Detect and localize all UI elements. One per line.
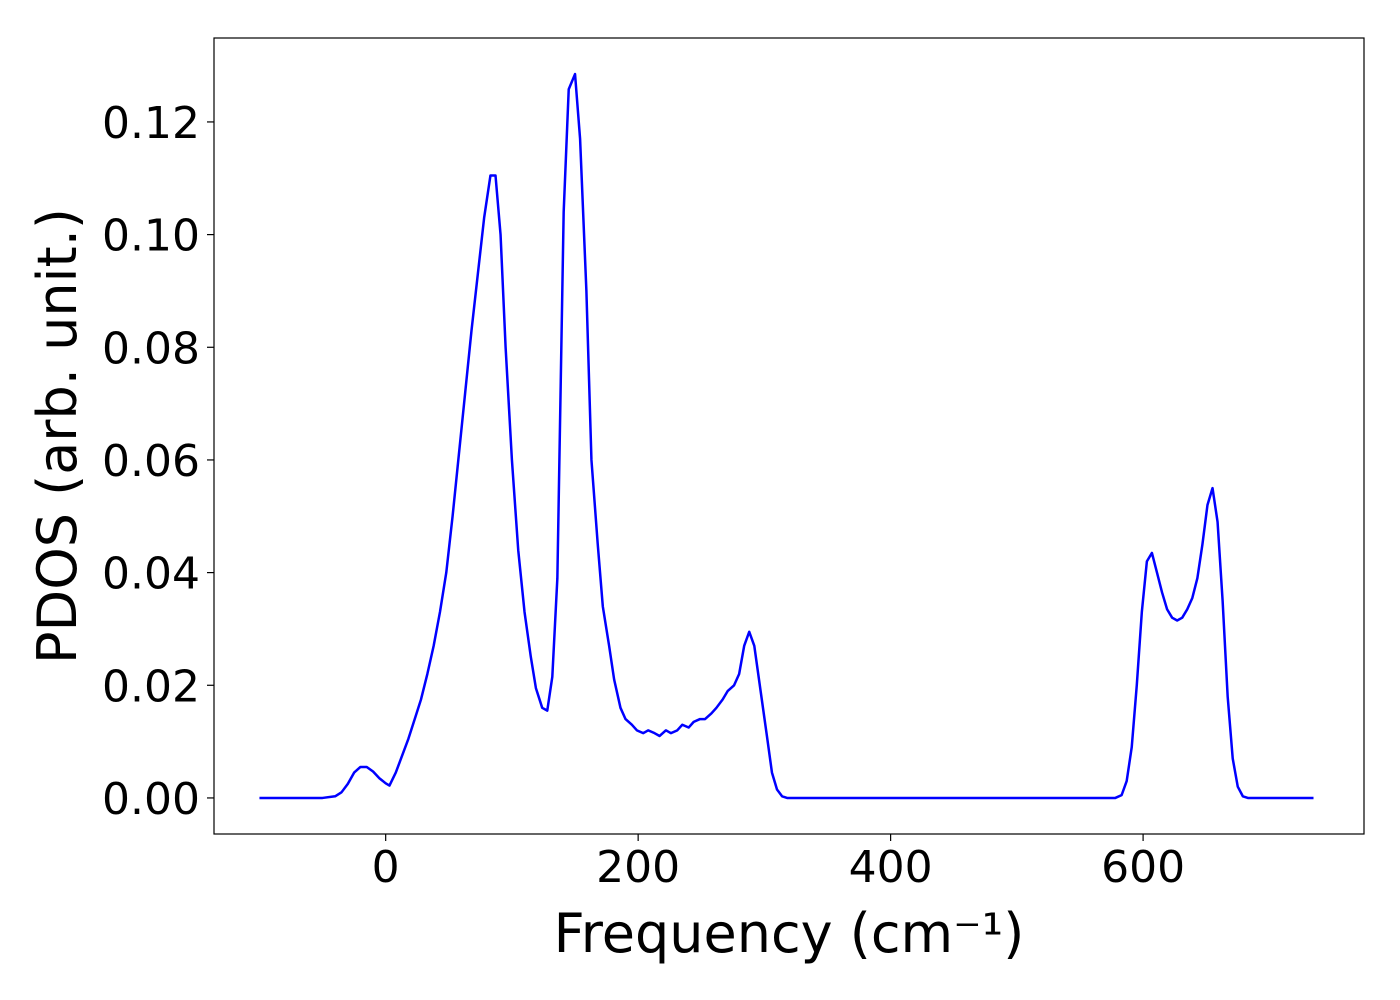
y-tick-label: 0.02 [102,661,200,712]
y-tick-label: 0.08 [102,323,200,374]
x-tick-label: 600 [1101,842,1185,893]
plot-frame [213,37,1365,835]
y-tick-label: 0.04 [102,549,200,600]
x-tick-label: 0 [372,842,400,893]
y-tick-label: 0.06 [102,436,200,487]
y-tick-label: 0.10 [102,211,200,262]
series-line [259,72,1314,800]
x-tick-label: 400 [849,842,933,893]
y-axis-label: PDOS (arb. unit.) [26,208,89,664]
x-tick-label: 200 [596,842,680,893]
x-axis-label: Frequency (cm⁻¹) [554,902,1025,965]
y-tick-label: 0.00 [102,774,200,825]
y-tick-label: 0.12 [102,98,200,149]
